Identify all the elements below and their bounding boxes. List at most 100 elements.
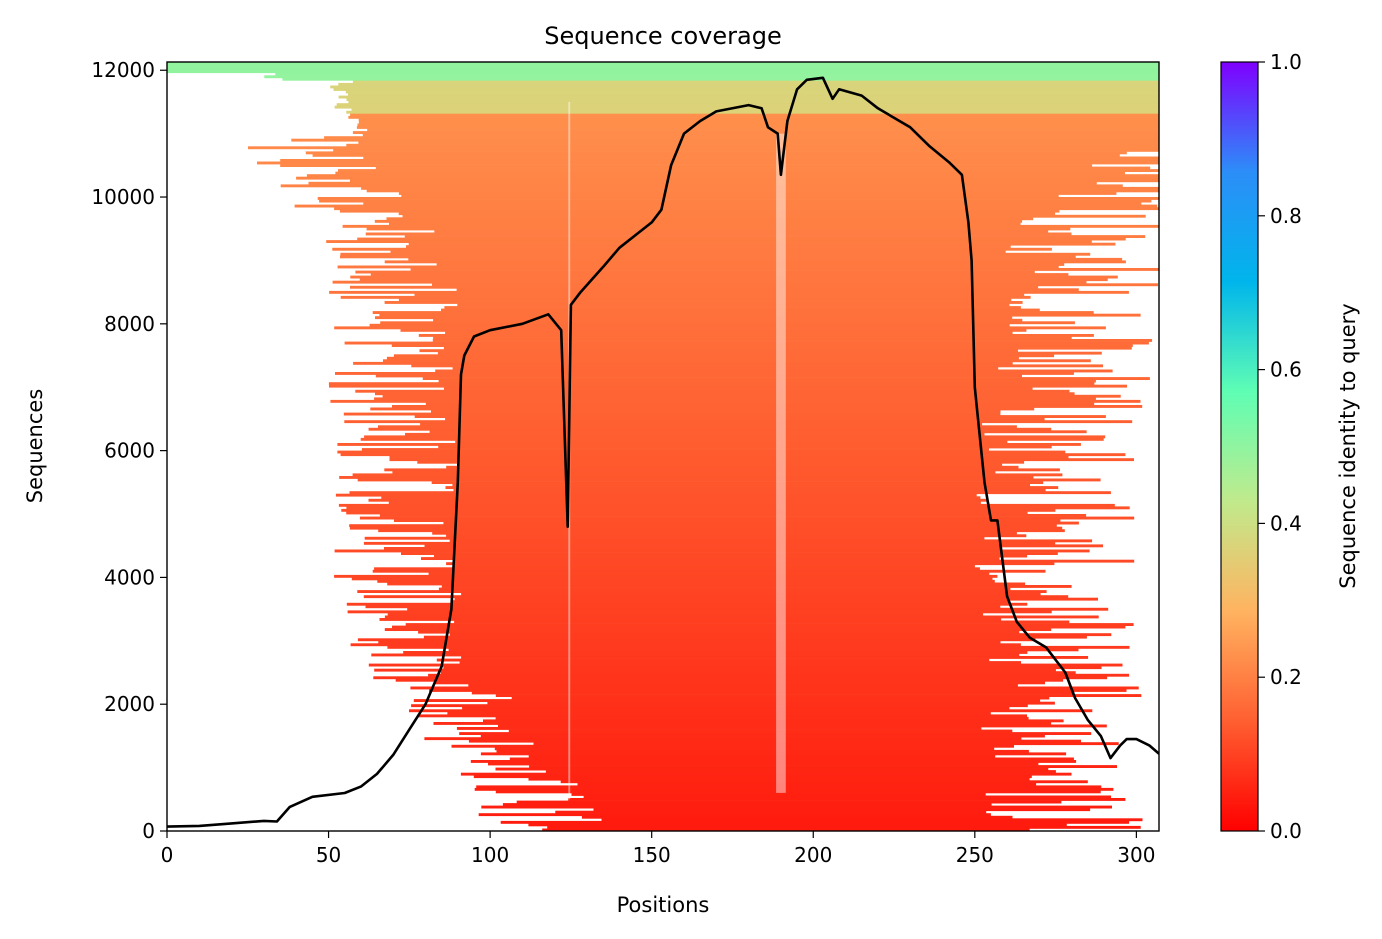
coverage-row <box>329 290 1129 294</box>
coverage-row <box>433 336 1072 340</box>
coverage-row <box>355 389 1070 393</box>
coverage-row <box>453 488 1046 492</box>
coverage-row <box>456 288 1079 292</box>
coverage-row <box>317 197 1159 200</box>
coverage-row <box>436 263 1065 266</box>
coverage-row <box>391 344 1133 347</box>
coverage-row <box>352 80 1159 84</box>
coverage-row <box>350 113 1159 117</box>
coverage-row <box>414 293 1025 297</box>
coverage-row <box>508 729 1013 733</box>
coverage-row <box>312 153 1120 157</box>
x-tick-label: 0 <box>161 843 174 867</box>
coverage-row <box>338 82 1159 86</box>
coverage-row <box>406 245 1011 249</box>
coverage-row <box>337 265 1059 269</box>
coverage-row <box>340 453 1126 457</box>
coverage-row <box>445 486 1059 489</box>
coverage-row <box>378 640 1001 644</box>
coverage-row <box>294 204 1158 208</box>
coverage-row <box>408 242 1116 246</box>
x-tick-label: 50 <box>316 843 341 867</box>
x-tick-label: 250 <box>956 843 994 867</box>
coverage-row <box>384 260 1126 264</box>
x-axis: 0 50 100 150 200 250 300 <box>161 831 1155 867</box>
coverage-row <box>502 803 992 806</box>
coverage-row <box>348 115 1159 119</box>
coverage-row <box>407 607 1109 611</box>
x-tick-label: 150 <box>633 843 671 867</box>
coverage-row <box>373 676 1108 680</box>
coverage-row <box>363 541 1056 545</box>
coverage-row <box>410 686 1139 690</box>
coverage-row <box>374 668 1056 672</box>
coverage-row <box>400 328 1027 332</box>
coverage-row <box>417 714 1027 718</box>
coverage-row <box>346 602 1028 606</box>
coverage-row <box>448 648 1079 652</box>
coverage-row <box>459 732 1092 735</box>
coverage-row <box>454 620 1070 624</box>
coverage-row <box>480 734 1045 738</box>
coverage-row <box>403 651 1028 654</box>
coverage-row <box>357 237 1126 241</box>
coverage-row <box>358 141 1159 145</box>
coverage-row <box>346 506 1130 510</box>
coverage-row <box>488 762 1039 766</box>
coverage-row <box>347 610 1052 614</box>
x-tick-label: 300 <box>1117 843 1155 867</box>
coverage-row <box>461 592 1041 596</box>
coverage-row <box>420 422 983 426</box>
coverage-row <box>337 443 1081 446</box>
coverage-row <box>398 192 1117 195</box>
coverage-row <box>334 207 1159 211</box>
coverage-row <box>390 250 1006 254</box>
coverage-row <box>369 323 1010 327</box>
coverage-row <box>384 301 1023 304</box>
coverage-row <box>443 521 1079 525</box>
coverage-row <box>468 683 1018 687</box>
coverage-row <box>370 407 1035 411</box>
y-tick-label: 10000 <box>91 185 155 209</box>
coverage-row <box>365 232 1072 236</box>
coverage-row <box>338 169 1159 172</box>
coverage-row <box>344 341 1149 345</box>
coverage-row <box>481 805 1112 809</box>
coverage-row <box>500 820 1130 824</box>
coverage-row <box>437 351 1102 355</box>
coverage-row <box>305 151 1127 155</box>
coverage-row <box>264 75 1159 79</box>
coverage-row <box>352 473 1063 477</box>
coverage-row <box>422 377 1150 380</box>
coverage-row <box>496 749 1029 753</box>
coverage-row <box>282 77 1159 81</box>
coverage-row <box>367 128 1159 132</box>
coverage-row <box>414 415 1106 418</box>
coverage-row <box>365 605 1001 609</box>
coverage-row <box>443 666 1102 670</box>
coverage-row <box>257 161 1159 165</box>
coverage-row <box>568 798 1126 801</box>
coverage-row <box>545 770 1056 773</box>
coverage-row <box>351 577 993 581</box>
coverage-row <box>348 93 1159 96</box>
y-axis-label: Sequences <box>23 389 47 504</box>
coverage-row <box>495 790 1101 794</box>
coverage-row <box>418 334 1094 337</box>
coverage-row <box>432 283 1158 287</box>
coverage-row <box>393 354 1055 358</box>
coverage-row <box>388 501 981 505</box>
coverage-row <box>375 166 1151 170</box>
coverage-row <box>248 146 1159 150</box>
colorbar <box>1220 61 1259 832</box>
coverage-row <box>379 618 1002 621</box>
coverage-row <box>457 303 1010 307</box>
coverage-row <box>370 273 1069 276</box>
coverage-row <box>340 295 1031 299</box>
coverage-row <box>345 90 1159 94</box>
coverage-row <box>593 808 1091 812</box>
coverage-row <box>306 174 1159 178</box>
coverage-row <box>372 311 1094 314</box>
coverage-row <box>349 491 1111 495</box>
